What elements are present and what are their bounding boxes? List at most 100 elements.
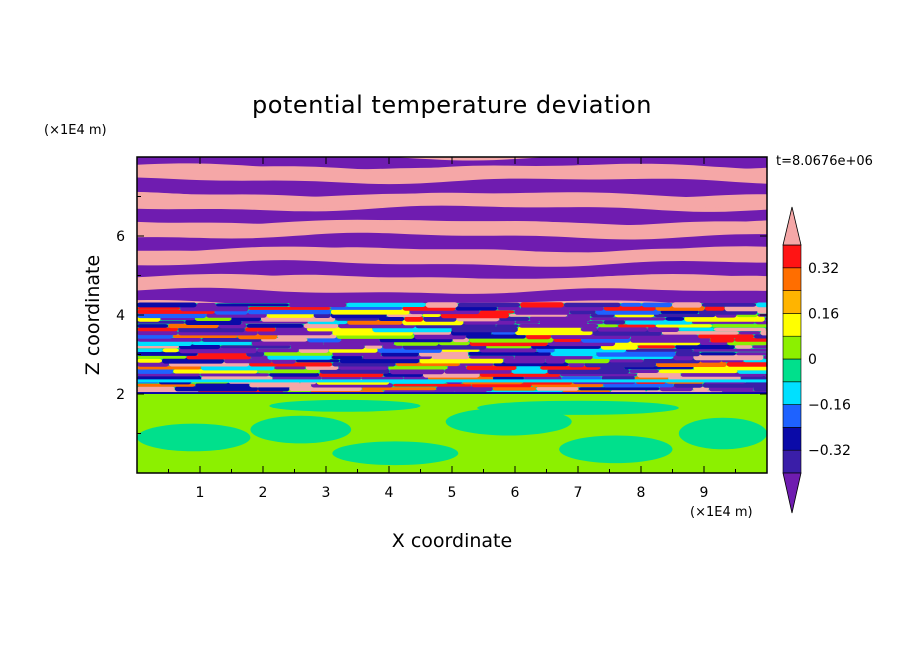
- contour-cell: [724, 305, 767, 312]
- contour-cell: [763, 355, 767, 360]
- contour-cell: [726, 361, 767, 367]
- contour-cell: [655, 324, 712, 328]
- contour-cell: [137, 306, 181, 310]
- contour-cell: [330, 306, 403, 310]
- contour-cell: [419, 358, 504, 364]
- time-stamp: t=8.0676e+06: [776, 154, 873, 169]
- contour-cell: [137, 324, 169, 328]
- contour-cell: [629, 369, 659, 373]
- contour-cell: [617, 324, 656, 328]
- contour-cell: [201, 376, 273, 381]
- contour-cell: [477, 400, 679, 415]
- colorbar-swatch: [782, 358, 802, 383]
- contour-band: [137, 177, 767, 199]
- contour-cell: [704, 305, 725, 311]
- colorbar-swatch: [782, 404, 802, 428]
- contour-cell: [364, 344, 383, 349]
- colorbar-swatch: [782, 449, 802, 474]
- contour-band: [137, 260, 767, 280]
- contour-cell: [578, 387, 660, 391]
- contour-cell: [382, 344, 403, 349]
- contour-cell: [249, 383, 312, 388]
- contour-cell: [347, 319, 403, 325]
- contour-band: [137, 220, 767, 239]
- contour-cell: [536, 348, 555, 353]
- contour-cell: [338, 365, 389, 370]
- x-tick-label: 9: [700, 485, 709, 501]
- contour-cell: [192, 341, 252, 345]
- contour-cell: [295, 359, 340, 363]
- contour-cell: [675, 344, 735, 350]
- contour-cell: [511, 368, 548, 374]
- contour-cell: [675, 351, 700, 357]
- contour-cell: [137, 366, 202, 370]
- colorbar-swatch: [782, 290, 802, 314]
- contour-line: [137, 392, 767, 395]
- contour-cell: [469, 355, 515, 359]
- contour-cell: [257, 330, 333, 336]
- contour-cell: [361, 387, 437, 391]
- contour-cell: [220, 345, 291, 349]
- colorbar-label: −0.32: [808, 443, 851, 459]
- contour-cell: [580, 327, 598, 332]
- contour-cell: [224, 358, 272, 364]
- contour-cell: [256, 348, 299, 353]
- contour-cell: [492, 387, 537, 391]
- contour-cell: [479, 310, 515, 314]
- contour-cell: [459, 362, 494, 366]
- contour-cell: [736, 352, 767, 356]
- contour-cell: [137, 312, 207, 319]
- contour-cell: [137, 383, 196, 387]
- colorbar-swatch: [782, 244, 802, 269]
- contour-cell: [245, 327, 276, 332]
- contour-cell: [137, 361, 169, 367]
- contour-cell: [625, 348, 693, 352]
- contour-cell: [647, 326, 679, 332]
- colorbar-extend-min: [782, 472, 802, 514]
- colorbar-swatch: [782, 427, 802, 451]
- contour-cell: [598, 324, 618, 328]
- contour-cell: [137, 345, 179, 349]
- contour-cell: [727, 341, 767, 346]
- contour-band: [137, 164, 767, 184]
- contour-cell: [678, 417, 767, 450]
- contour-cell: [665, 317, 685, 321]
- contour-cell: [520, 302, 564, 308]
- contour-cell: [479, 372, 560, 377]
- contour-cell: [257, 369, 320, 374]
- x-tick-label: 8: [637, 485, 646, 501]
- contour-cell: [565, 358, 610, 364]
- contour-cell: [307, 337, 341, 343]
- contour-cell: [734, 337, 767, 342]
- contour-cell: [609, 359, 644, 363]
- contour-cell: [710, 337, 735, 343]
- contour-cell: [269, 372, 320, 377]
- contour-cell: [654, 313, 716, 318]
- contour-cell: [712, 324, 767, 328]
- contour-cell: [567, 313, 591, 318]
- contour-cell: [409, 309, 480, 315]
- contour-cell: [248, 306, 331, 310]
- contour-cell: [269, 399, 421, 412]
- contour-cell: [713, 327, 766, 331]
- contour-cell: [331, 355, 363, 360]
- contour-cell: [393, 383, 472, 387]
- contour-cell: [339, 358, 420, 364]
- contour-cell: [661, 331, 739, 335]
- contour-cell: [160, 317, 195, 321]
- contour-cell: [698, 334, 754, 339]
- contour-cell: [756, 302, 767, 308]
- contour-cell: [637, 371, 681, 378]
- contour-cell: [497, 306, 521, 311]
- contour-cell: [137, 358, 162, 363]
- contour-cell: [693, 354, 764, 361]
- contour-cell: [195, 383, 250, 388]
- contour-band: [137, 192, 767, 212]
- contour-cell: [529, 316, 591, 322]
- contour-cell: [288, 302, 347, 308]
- contour-cell: [250, 415, 352, 444]
- contour-cell: [561, 376, 602, 380]
- contour-cell: [700, 352, 736, 356]
- contour-cell: [137, 327, 179, 332]
